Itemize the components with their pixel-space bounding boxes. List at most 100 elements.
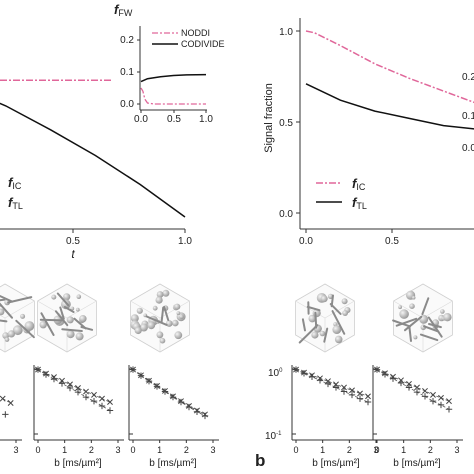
mini-marker-x — [0, 395, 6, 402]
right-main-ylabel: Signal fraction — [263, 83, 275, 153]
mini-4-ytick-label-0: 100 — [268, 368, 283, 379]
sphere — [332, 325, 342, 334]
substrate-cube-1 — [0, 283, 35, 353]
stick — [395, 317, 418, 327]
stick — [427, 316, 443, 338]
left-inset-xtick-label-1: 0.5 — [167, 114, 181, 125]
stick — [323, 327, 329, 343]
sphere — [39, 321, 47, 329]
substrate-cube-2 — [37, 283, 97, 353]
mini-xlabel: b [ms/µm²] — [54, 458, 102, 469]
mini-marker-plus — [161, 388, 169, 395]
sphere — [75, 332, 84, 341]
sphere — [179, 314, 184, 320]
mini-xlabel: b [ms/µm²] — [149, 458, 197, 469]
mini-marker-plus — [397, 379, 405, 387]
mini-xtick-label: 2 — [428, 445, 433, 455]
mini-marker-plus — [324, 380, 332, 388]
left-inset-background — [112, 0, 222, 140]
stick — [392, 319, 411, 328]
sphere — [174, 331, 183, 340]
stick — [419, 333, 439, 342]
cube-edge — [324, 300, 355, 319]
left-inset-ytick-label-1: 0.1 — [120, 67, 134, 78]
signal-decay-plot-5: 0 1 2 3 b [ms/µm²] — [372, 365, 463, 469]
substrate-cube-3 — [130, 283, 190, 353]
left-main-legend-ic: fIC — [8, 175, 22, 191]
substrate-illustrations — [0, 283, 453, 353]
right-main-xtick-label-0: 0.0 — [299, 236, 313, 247]
sphere — [0, 308, 5, 316]
mini-xtick-label: 3 — [115, 445, 120, 455]
stick — [7, 296, 33, 304]
sphere — [20, 313, 26, 319]
left-inset-plot: fFW 0.0 0.1 0.2 0.0 0.5 1.0 NODDI CODIVI… — [112, 0, 225, 140]
stick — [404, 315, 423, 332]
sphere — [12, 325, 23, 336]
right-main-edge-label-2: 0.0 — [462, 143, 474, 154]
stick — [0, 295, 14, 303]
mini-marker-x — [341, 384, 347, 391]
sphere — [341, 298, 348, 305]
mini-marker-plus — [74, 388, 82, 396]
stick — [423, 325, 440, 333]
stick — [15, 319, 35, 339]
sphere — [152, 305, 158, 311]
signal-decay-plot-4: 0 1 2 3 b [ms/µm²] — [291, 365, 382, 469]
mini-marker-plus — [356, 395, 364, 402]
mini-marker-plus — [381, 371, 389, 378]
mini-marker-plus — [50, 375, 58, 383]
right-main-edge-label-0: 0.2 — [462, 72, 474, 83]
stick — [160, 306, 165, 323]
stick — [54, 310, 69, 327]
mini-marker-plus — [292, 366, 300, 373]
right-main-ytick-label-1: 0.5 — [279, 118, 293, 129]
left-inset-ytick-label-0: 0.0 — [120, 99, 134, 110]
mini-marker-plus — [332, 384, 340, 391]
mini-xtick-label: 0 — [293, 445, 298, 455]
mini-marker-plus — [145, 377, 153, 385]
mini-marker-x — [365, 393, 371, 400]
mini-xtick-label: 1 — [157, 445, 162, 455]
mini-marker-plus — [177, 398, 185, 406]
right-main-legend-tl: fTL — [352, 195, 367, 211]
sphere — [176, 311, 181, 316]
mini-xtick-label: 3 — [454, 445, 459, 455]
left-main-legend-tl: fTL — [8, 195, 23, 211]
stick — [59, 306, 65, 320]
substrate-cube-4 — [295, 283, 355, 353]
sphere — [311, 331, 319, 339]
sphere — [63, 293, 71, 301]
mini-4-ytick-label-1: 10-1 — [265, 431, 282, 442]
mini-marker-x — [406, 380, 412, 387]
right-main-plot: 0.0 0.5 1.0 0.0 0.5 Signal fraction 0.2 … — [263, 18, 474, 247]
sphere — [319, 330, 326, 337]
stick — [63, 306, 75, 313]
sphere — [159, 337, 166, 344]
cube-edge — [66, 300, 97, 319]
mini-marker-plus — [445, 406, 453, 413]
sphere — [174, 303, 181, 310]
left-main-xtick-label-0: 0.5 — [66, 236, 80, 247]
mini-marker-plus — [34, 366, 42, 373]
left-main-xlabel: t — [71, 247, 75, 261]
mini-marker-plus — [389, 375, 397, 382]
mini-marker-plus — [58, 380, 66, 387]
sphere — [334, 335, 343, 344]
right-main-ytick-label-2: 1.0 — [279, 27, 293, 38]
sphere — [413, 335, 418, 340]
sphere — [411, 295, 416, 300]
mini-marker-x — [107, 399, 113, 406]
stick — [298, 324, 319, 344]
sphere — [409, 303, 415, 310]
stick — [421, 297, 430, 316]
stick — [331, 310, 346, 335]
sphere — [79, 315, 87, 323]
mini-xtick-label: 1 — [320, 445, 325, 455]
mini-marker-plus — [42, 371, 50, 378]
sphere — [440, 309, 445, 314]
stick — [0, 319, 8, 323]
mini-marker-x — [91, 391, 97, 398]
right-main-ytick-label-0: 0.0 — [279, 209, 293, 220]
